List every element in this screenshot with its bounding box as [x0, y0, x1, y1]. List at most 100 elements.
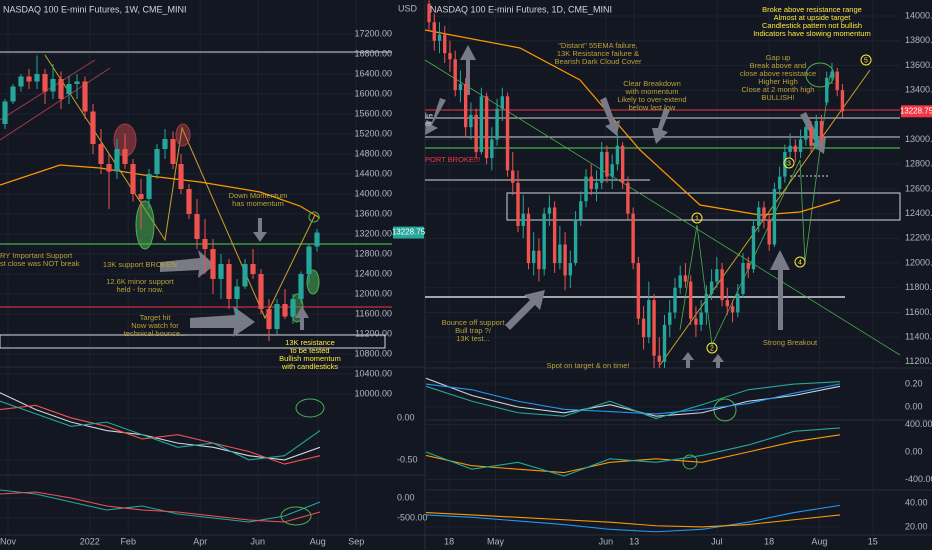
candle-body — [42, 74, 48, 92]
y-tick-label: -400.00 — [905, 474, 932, 484]
y-tick-label: -500.00 — [397, 512, 428, 522]
candle-body — [106, 164, 112, 172]
annotation: Break above and — [750, 61, 807, 70]
level-box — [506, 192, 901, 221]
annotation: Bearish Dark Cloud Cover — [554, 57, 642, 66]
candle-body — [26, 76, 32, 82]
candle-body — [736, 293, 740, 313]
candle-body — [605, 151, 609, 177]
candle-body — [427, 3, 431, 23]
candle-body — [186, 189, 192, 214]
candle-body — [10, 86, 16, 102]
last-price-label: 13228.75 — [392, 228, 426, 237]
candle-body — [463, 83, 468, 128]
candle-body — [641, 318, 646, 338]
candle-body — [226, 264, 232, 299]
annotation: 13K resistance — [285, 338, 335, 347]
candle-body — [210, 249, 216, 279]
annotation: 13K Resistance failure & — [557, 49, 639, 58]
candle-body — [652, 300, 656, 356]
arrow — [253, 218, 267, 242]
annotation: with candlesticks — [281, 362, 339, 371]
annotation: 13K test... — [456, 334, 490, 343]
candle-body — [788, 145, 792, 152]
candle-body — [490, 139, 494, 159]
trend-line — [44, 54, 316, 320]
level-box — [0, 334, 386, 349]
candle-body — [500, 96, 504, 109]
candle-body — [626, 182, 630, 214]
wave-marker — [691, 212, 703, 224]
candle-body — [699, 312, 703, 325]
wave-marker — [706, 342, 718, 354]
arrow — [652, 108, 670, 144]
candle-body — [98, 144, 104, 164]
candle-body — [678, 275, 682, 288]
y-tick-label: 11800.00 — [905, 282, 932, 292]
candle-body — [694, 318, 698, 325]
annotation: Now watch for — [131, 321, 179, 330]
candle-body — [657, 355, 661, 362]
candle-body — [798, 139, 803, 152]
candle-body — [122, 149, 128, 164]
indicator-line — [425, 504, 841, 533]
candle-body — [688, 281, 693, 319]
x-tick-label: Aug — [310, 536, 326, 546]
y-tick-label: 12800.00 — [905, 159, 932, 169]
candles — [427, 0, 845, 368]
arrow — [190, 306, 255, 337]
y-tick-label: 17200.00 — [354, 28, 392, 38]
candle-body — [74, 81, 80, 84]
candle-body — [647, 300, 651, 338]
x-tick-label: 15 — [868, 536, 878, 546]
candle-body — [825, 77, 829, 103]
y-tick-label: 11400.00 — [905, 332, 932, 342]
candle-body — [730, 306, 735, 313]
y-tick-label: 14400.00 — [354, 168, 392, 178]
annotation: below last low — [629, 103, 676, 112]
candle-body — [282, 304, 288, 317]
candle-body — [250, 264, 256, 274]
arrow — [682, 352, 694, 368]
y-tick-label: 12600.00 — [905, 183, 932, 193]
candle-body — [631, 213, 635, 264]
annotation: BULLISH! — [761, 93, 794, 102]
y-tick-label: 14000.00 — [905, 10, 932, 20]
candle-body — [469, 114, 473, 128]
y-tick-label: 20.00 — [905, 521, 928, 531]
x-tick-label: Apr — [193, 536, 207, 546]
y-tick-label: 10400.00 — [354, 368, 392, 378]
annotation: Indicators have slowing momentum — [753, 29, 871, 38]
y-tick-label: 11600.00 — [905, 307, 932, 317]
y-tick-label: 10800.00 — [354, 348, 392, 358]
candle-body — [819, 121, 824, 140]
x-tick-label: 13 — [629, 536, 639, 546]
candle-body — [594, 182, 599, 189]
moving-average — [424, 29, 841, 216]
wave-label: 4 — [798, 259, 802, 266]
candle-body — [505, 96, 510, 171]
candle-body — [589, 176, 593, 189]
x-tick-label: Jun — [599, 536, 614, 546]
candle-body — [573, 219, 578, 264]
annotation: "Distant" 55EMA failure, — [558, 41, 638, 50]
annotation: Clear Breakdown — [623, 79, 681, 88]
trend-line — [0, 67, 111, 141]
y-tick-label: 40.00 — [905, 497, 928, 507]
candle-body — [537, 250, 541, 270]
annotation: 12.6K minor support — [106, 277, 174, 286]
marks — [0, 0, 845, 533]
candle-body — [511, 170, 515, 183]
candle-body — [772, 188, 777, 245]
candle-body — [746, 263, 750, 270]
trend-line — [679, 74, 831, 347]
candle-body — [266, 309, 272, 329]
candle-body — [170, 139, 176, 164]
candle-body — [715, 269, 719, 282]
candle-body — [130, 164, 136, 194]
arrow — [770, 250, 790, 330]
y-tick-label: 16000.00 — [354, 88, 392, 98]
candle-body — [432, 22, 436, 41]
candle-body — [202, 239, 208, 249]
